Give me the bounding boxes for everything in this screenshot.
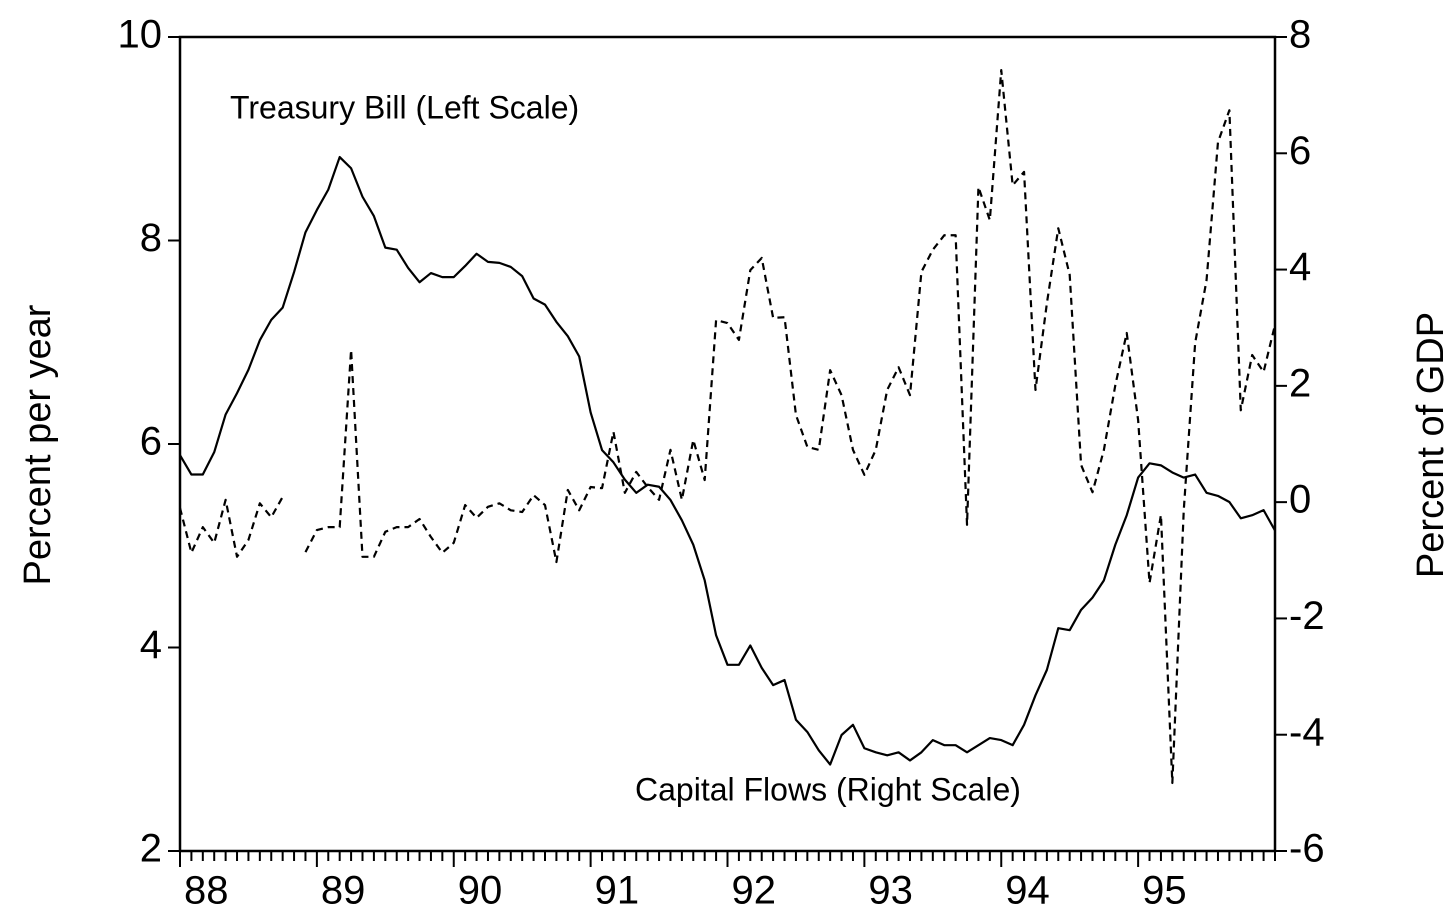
- x-tick-label: 94: [1005, 869, 1050, 913]
- y2-tick-label: 2: [1289, 361, 1311, 405]
- y2-tick-label: 6: [1289, 129, 1311, 173]
- y2-tick-label: -4: [1289, 710, 1325, 754]
- y-tick-label: 4: [140, 623, 162, 667]
- y2-tick-label: 0: [1289, 478, 1311, 522]
- x-tick-label: 88: [184, 869, 229, 913]
- x-tick-label: 90: [458, 869, 503, 913]
- x-tick-label: 93: [868, 869, 913, 913]
- series-label: Treasury Bill (Left Scale): [230, 89, 579, 125]
- y-axis-title: Percent per year: [17, 304, 59, 585]
- series-line: [179, 155, 1276, 766]
- series-label: Capital Flows (Right Scale): [635, 771, 1021, 807]
- y2-tick-label: -6: [1289, 827, 1325, 871]
- y-tick-label: 10: [118, 13, 163, 57]
- y-tick-label: 8: [140, 216, 162, 260]
- x-tick-label: 95: [1142, 869, 1187, 913]
- x-tick-label: 91: [595, 869, 640, 913]
- y2-axis-title: Percent of GDP: [1410, 312, 1452, 578]
- x-tick-label: 89: [321, 869, 366, 913]
- x-tick-label: 92: [732, 869, 777, 913]
- y-tick-label: 6: [140, 420, 162, 464]
- y2-tick-label: 4: [1289, 245, 1311, 289]
- series-line: [178, 69, 1277, 785]
- y-tick-label: 2: [140, 827, 162, 871]
- plot-frame: [178, 35, 1277, 853]
- y2-tick-label: 8: [1289, 13, 1311, 57]
- y2-tick-label: -2: [1289, 594, 1325, 638]
